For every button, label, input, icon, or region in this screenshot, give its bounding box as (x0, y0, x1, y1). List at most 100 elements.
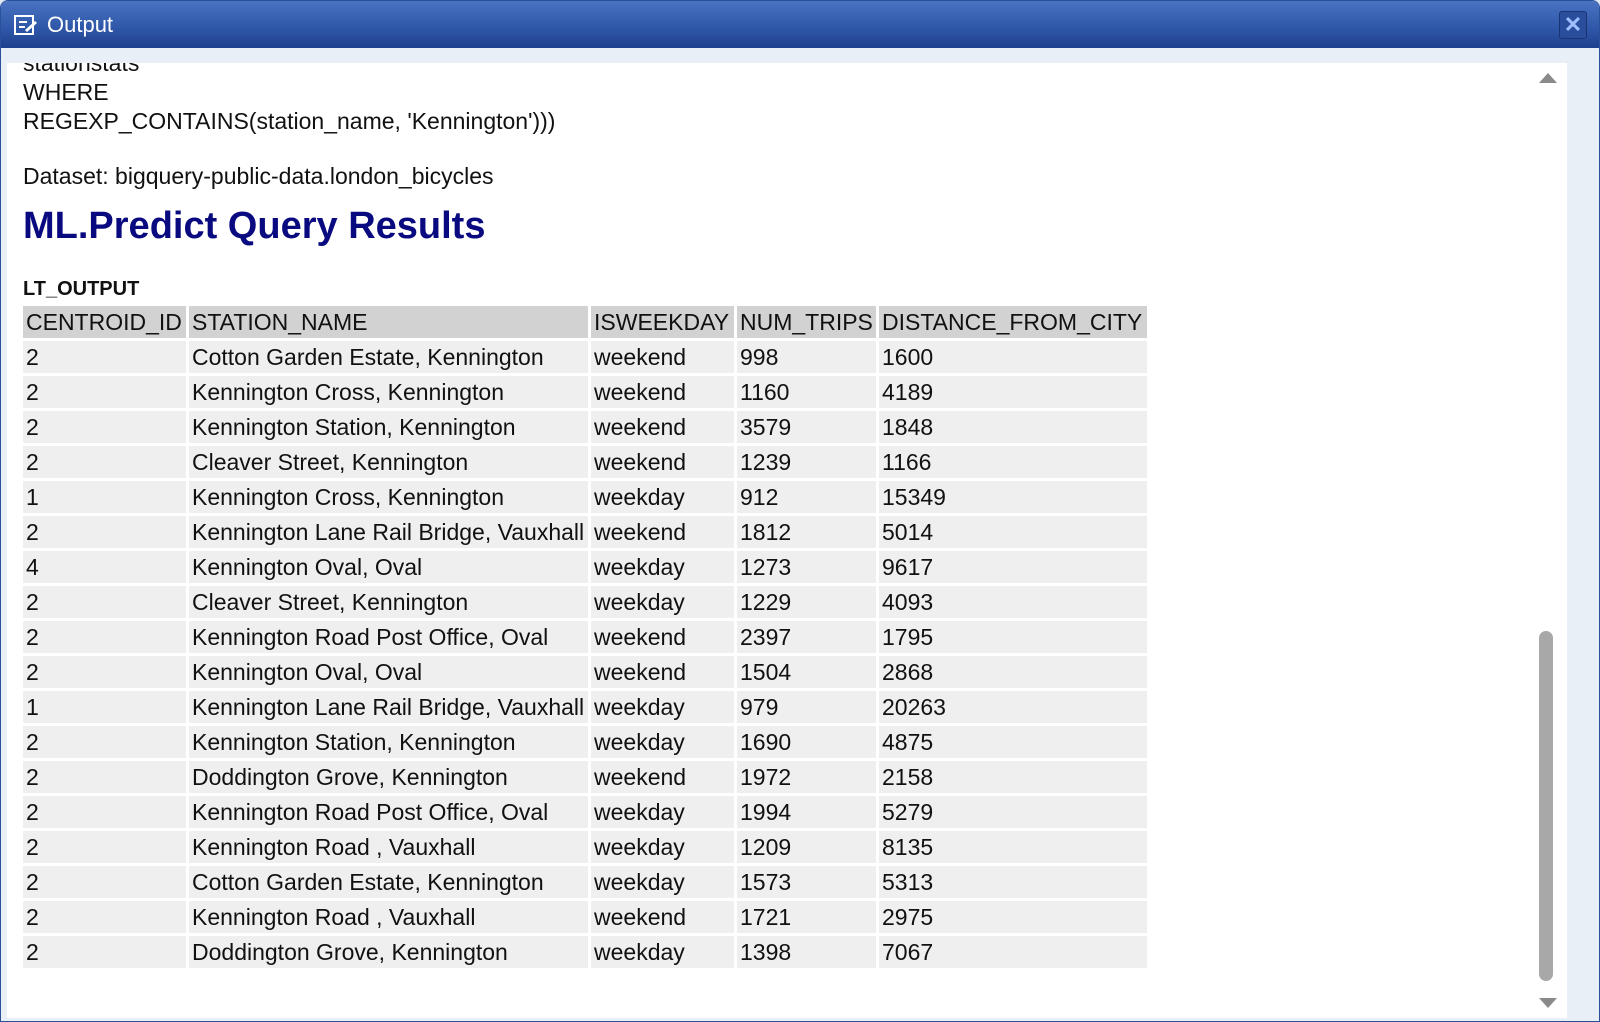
table-cell: Kennington Oval, Oval (189, 551, 588, 583)
table-cell: weekday (591, 551, 734, 583)
table-cell: 2868 (879, 656, 1147, 688)
table-cell: 1972 (737, 761, 876, 793)
table-cell: 8135 (879, 831, 1147, 863)
table-cell: 1795 (879, 621, 1147, 653)
table-cell: 4875 (879, 726, 1147, 758)
table-cell: weekend (591, 411, 734, 443)
scroll-area: stationstats WHERE REGEXP_CONTAINS(stati… (23, 63, 1517, 971)
table-cell: 2 (23, 411, 186, 443)
table-row: 2 Kennington Station, Kennington weekday 16… (23, 726, 1147, 758)
table-cell: Doddington Grove, Kennington (189, 761, 588, 793)
table-row: 2 Kennington Station, Kennington weekend 35… (23, 411, 1147, 443)
close-icon: ✕ (1563, 12, 1583, 37)
table-cell: weekend (591, 446, 734, 478)
scrollbar-thumb[interactable] (1539, 631, 1553, 981)
table-cell: Doddington Grove, Kennington (189, 936, 588, 968)
output-panel-icon (14, 14, 37, 35)
close-button[interactable]: ✕ (1559, 11, 1587, 39)
table-cell: 2 (23, 761, 186, 793)
table-row: 2 Kennington Oval, Oval weekend 1504 2868 (23, 656, 1147, 688)
table-cell: Cotton Garden Estate, Kennington (189, 341, 588, 373)
table-cell: 2397 (737, 621, 876, 653)
table-cell: Kennington Cross, Kennington (189, 376, 588, 408)
query-line: REGEXP_CONTAINS(station_name, 'Kenningto… (23, 108, 556, 134)
column-header: CENTROID_ID (23, 306, 186, 338)
table-row: 2 Cotton Garden Estate, Kennington weekend… (23, 341, 1147, 373)
table-cell: 15349 (879, 481, 1147, 513)
table-cell: Cotton Garden Estate, Kennington (189, 866, 588, 898)
table-cell: 1812 (737, 516, 876, 548)
title-bar: Output ✕ (1, 1, 1599, 48)
table-cell: weekend (591, 516, 734, 548)
table-cell: 1504 (737, 656, 876, 688)
table-row: 1 Kennington Lane Rail Bridge, Vauxhall we… (23, 691, 1147, 723)
table-cell: 2 (23, 341, 186, 373)
table-cell: Kennington Lane Rail Bridge, Vauxhall (189, 691, 588, 723)
table-cell: 1273 (737, 551, 876, 583)
table-cell: weekday (591, 481, 734, 513)
table-cell: Kennington Cross, Kennington (189, 481, 588, 513)
table-cell: weekend (591, 761, 734, 793)
table-cell: 2 (23, 901, 186, 933)
table-cell: weekend (591, 376, 734, 408)
table-cell: 1239 (737, 446, 876, 478)
table-cell: 912 (737, 481, 876, 513)
table-cell: weekend (591, 656, 734, 688)
table-row: 2 Kennington Road , Vauxhall weekend 1721 29… (23, 901, 1147, 933)
scroll-down-arrow-icon[interactable] (1539, 998, 1557, 1008)
table-cell: 2158 (879, 761, 1147, 793)
table-cell: weekday (591, 831, 734, 863)
table-cell: weekday (591, 586, 734, 618)
table-cell: 2 (23, 796, 186, 828)
table-cell: 2 (23, 586, 186, 618)
table-row: 2 Cotton Garden Estate, Kennington weekday… (23, 866, 1147, 898)
table-cell: 4 (23, 551, 186, 583)
table-cell: Kennington Road , Vauxhall (189, 831, 588, 863)
table-cell: 1 (23, 481, 186, 513)
table-cell: weekend (591, 341, 734, 373)
table-cell: 979 (737, 691, 876, 723)
table-cell: 4189 (879, 376, 1147, 408)
table-cell: 2 (23, 936, 186, 968)
table-cell: 5279 (879, 796, 1147, 828)
table-cell: weekday (591, 691, 734, 723)
table-row: 2 Cleaver Street, Kennington weekday 1229 40… (23, 586, 1147, 618)
table-row: 2 Kennington Road Post Office, Oval weekda… (23, 796, 1147, 828)
table-cell: 2 (23, 621, 186, 653)
column-header: ISWEEKDAY (591, 306, 734, 338)
table-cell: 2 (23, 726, 186, 758)
table-cell: 3579 (737, 411, 876, 443)
window-title: Output (47, 11, 114, 37)
table-cell: 2 (23, 376, 186, 408)
table-row: 2 Doddington Grove, Kennington weekday 1398… (23, 936, 1147, 968)
table-cell: 1229 (737, 586, 876, 618)
table-row: 2 Kennington Cross, Kennington weekend 1160… (23, 376, 1147, 408)
column-header: NUM_TRIPS (737, 306, 876, 338)
table-row: 1 Kennington Cross, Kennington weekday 912 1… (23, 481, 1147, 513)
table-cell: 2 (23, 446, 186, 478)
table-row: 2 Kennington Road , Vauxhall weekday 1209 81… (23, 831, 1147, 863)
table-cell: 7067 (879, 936, 1147, 968)
table-cell: 5313 (879, 866, 1147, 898)
table-cell: Kennington Station, Kennington (189, 726, 588, 758)
table-cell: weekday (591, 796, 734, 828)
table-cell: weekend (591, 901, 734, 933)
table-row: 2 Cleaver Street, Kennington weekend 1239 11… (23, 446, 1147, 478)
vertical-scrollbar[interactable] (1527, 63, 1567, 1018)
table-cell: Kennington Road Post Office, Oval (189, 621, 588, 653)
scroll-up-arrow-icon[interactable] (1539, 73, 1557, 83)
table-row: 4 Kennington Oval, Oval weekday 1273 9617 (23, 551, 1147, 583)
table-cell: Kennington Oval, Oval (189, 656, 588, 688)
table-cell: Kennington Station, Kennington (189, 411, 588, 443)
table-cell: 2 (23, 866, 186, 898)
table-cell: Kennington Road Post Office, Oval (189, 796, 588, 828)
table-row: 2 Doddington Grove, Kennington weekend 1972… (23, 761, 1147, 793)
table-cell: Kennington Lane Rail Bridge, Vauxhall (189, 516, 588, 548)
table-cell: 1848 (879, 411, 1147, 443)
table-cell: 2 (23, 516, 186, 548)
table-cell: 1398 (737, 936, 876, 968)
table-row: 2 Kennington Lane Rail Bridge, Vauxhall we… (23, 516, 1147, 548)
table-cell: 2 (23, 831, 186, 863)
table-cell: 1721 (737, 901, 876, 933)
